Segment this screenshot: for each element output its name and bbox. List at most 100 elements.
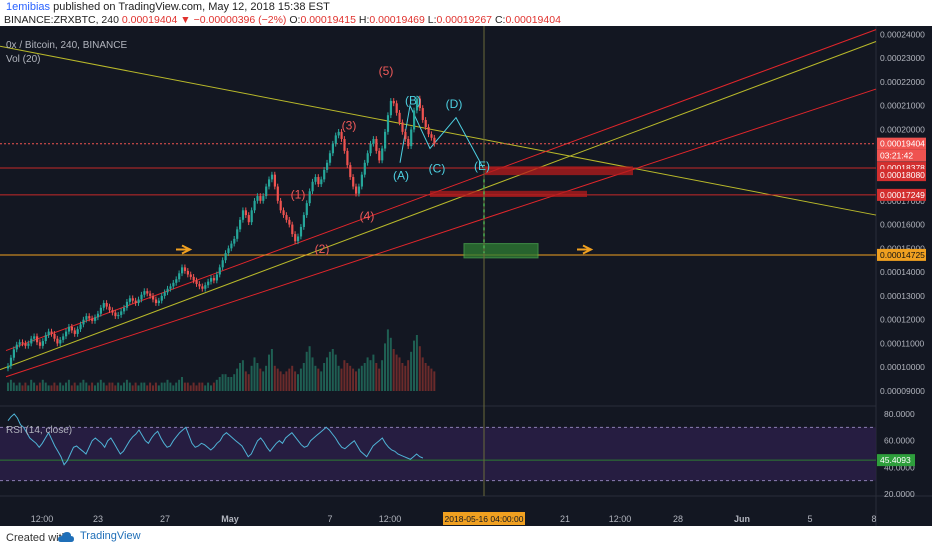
volume-bar bbox=[134, 382, 137, 391]
volume-bar bbox=[146, 385, 149, 391]
corrective-wave-path bbox=[399, 104, 484, 168]
volume-bar bbox=[285, 371, 288, 391]
candle-body bbox=[421, 108, 424, 120]
channel-upper bbox=[5, 29, 877, 352]
volume-bar bbox=[160, 382, 163, 391]
candle-body bbox=[221, 260, 224, 268]
candle-body bbox=[111, 310, 114, 313]
candle-body bbox=[117, 314, 120, 317]
volume-bar bbox=[381, 360, 384, 391]
volume-bar bbox=[236, 368, 239, 391]
candle-body bbox=[96, 313, 100, 318]
candle-body bbox=[50, 331, 53, 334]
volume-bar bbox=[360, 365, 363, 391]
volume-bar bbox=[253, 357, 256, 391]
volume-bar bbox=[27, 385, 30, 391]
chart-area[interactable]: 0x / Bitcoin, 240, BINANCE Vol (20) RSI … bbox=[0, 26, 932, 526]
volume-bar bbox=[323, 363, 326, 391]
volume-bar bbox=[241, 360, 244, 391]
time-tick-label: 28 bbox=[673, 514, 683, 524]
candle-body bbox=[389, 100, 392, 116]
volume-bar bbox=[207, 382, 210, 391]
candle-body bbox=[12, 349, 15, 358]
volume-bar bbox=[337, 365, 340, 391]
candle-body bbox=[88, 316, 91, 319]
volume-bar bbox=[149, 382, 152, 391]
last-price: 0.00019404 bbox=[121, 14, 178, 26]
volume-bar bbox=[210, 385, 212, 391]
volume-bar bbox=[244, 371, 247, 391]
candle-body bbox=[404, 131, 407, 139]
candle-body bbox=[302, 215, 305, 227]
volume-bar bbox=[384, 343, 386, 391]
volume-bar bbox=[424, 363, 427, 391]
volume-bar bbox=[363, 363, 366, 391]
price-marker-label: 0.00017249 bbox=[880, 190, 925, 200]
candle-body bbox=[262, 196, 265, 201]
volume-bar bbox=[212, 382, 215, 391]
volume-bar bbox=[366, 357, 369, 391]
volume-bar bbox=[317, 368, 320, 391]
volume-bar bbox=[140, 382, 143, 391]
time-tick-label: 27 bbox=[160, 514, 170, 524]
author-link[interactable]: 1emibias bbox=[6, 1, 51, 13]
volume-bar bbox=[91, 382, 94, 391]
candle-body bbox=[294, 234, 297, 242]
volume-label: Vol (20) bbox=[6, 54, 41, 65]
corrective-label: (C) bbox=[429, 161, 446, 175]
candlesticks bbox=[7, 95, 436, 372]
rsi-line bbox=[7, 413, 424, 466]
volume-bar bbox=[311, 357, 314, 391]
volume-bar bbox=[192, 382, 195, 391]
candle-body bbox=[239, 219, 242, 230]
candle-body bbox=[210, 278, 213, 282]
volume-bar bbox=[33, 382, 36, 391]
candle-body bbox=[355, 186, 358, 194]
candle-body bbox=[288, 219, 291, 225]
candle-body bbox=[218, 267, 221, 275]
candle-body bbox=[102, 303, 105, 308]
volume-bar bbox=[183, 382, 186, 391]
rsi-band bbox=[0, 427, 876, 481]
volume-bar bbox=[433, 371, 436, 391]
candle-body bbox=[201, 286, 204, 289]
time-tick-label: Jun bbox=[734, 514, 750, 524]
volume-bar bbox=[131, 385, 134, 391]
time-tick-label: 8 bbox=[871, 514, 876, 524]
rsi-label: RSI (14, close) bbox=[6, 425, 73, 436]
candle-body bbox=[314, 177, 317, 182]
volume-bar bbox=[125, 379, 128, 391]
candle-body bbox=[198, 284, 201, 287]
volume-bar bbox=[224, 374, 227, 391]
candle-body bbox=[430, 134, 433, 138]
volume-bar bbox=[262, 371, 265, 391]
price-tick-label: 0.00014000 bbox=[880, 267, 925, 277]
candle-body bbox=[67, 326, 71, 332]
low-label: L: bbox=[427, 14, 437, 26]
volume-bar bbox=[50, 385, 53, 391]
candle-body bbox=[53, 333, 56, 339]
candle-body bbox=[273, 174, 276, 187]
rsi-tick-label: 80.0000 bbox=[884, 409, 915, 419]
candle-body bbox=[192, 276, 195, 281]
candle-body bbox=[134, 300, 137, 304]
candle-body bbox=[372, 138, 375, 144]
candle-body bbox=[175, 279, 178, 283]
candle-body bbox=[169, 286, 172, 289]
volume-bar bbox=[65, 382, 67, 391]
volume-bar bbox=[36, 385, 38, 391]
low-value: 0.00019267 bbox=[436, 14, 493, 26]
candle-body bbox=[94, 317, 97, 321]
volume-bar bbox=[250, 365, 253, 391]
tradingview-brand[interactable]: TradingView bbox=[80, 530, 141, 542]
arrow-right-icon bbox=[577, 244, 594, 255]
open-label: O: bbox=[289, 14, 301, 26]
volume-bar bbox=[96, 382, 99, 391]
candle-body bbox=[392, 100, 395, 104]
volume-bar bbox=[302, 363, 305, 391]
candle-body bbox=[410, 129, 413, 147]
candle-body bbox=[320, 179, 323, 185]
candle-body bbox=[323, 169, 326, 180]
volume-bar bbox=[256, 363, 259, 391]
